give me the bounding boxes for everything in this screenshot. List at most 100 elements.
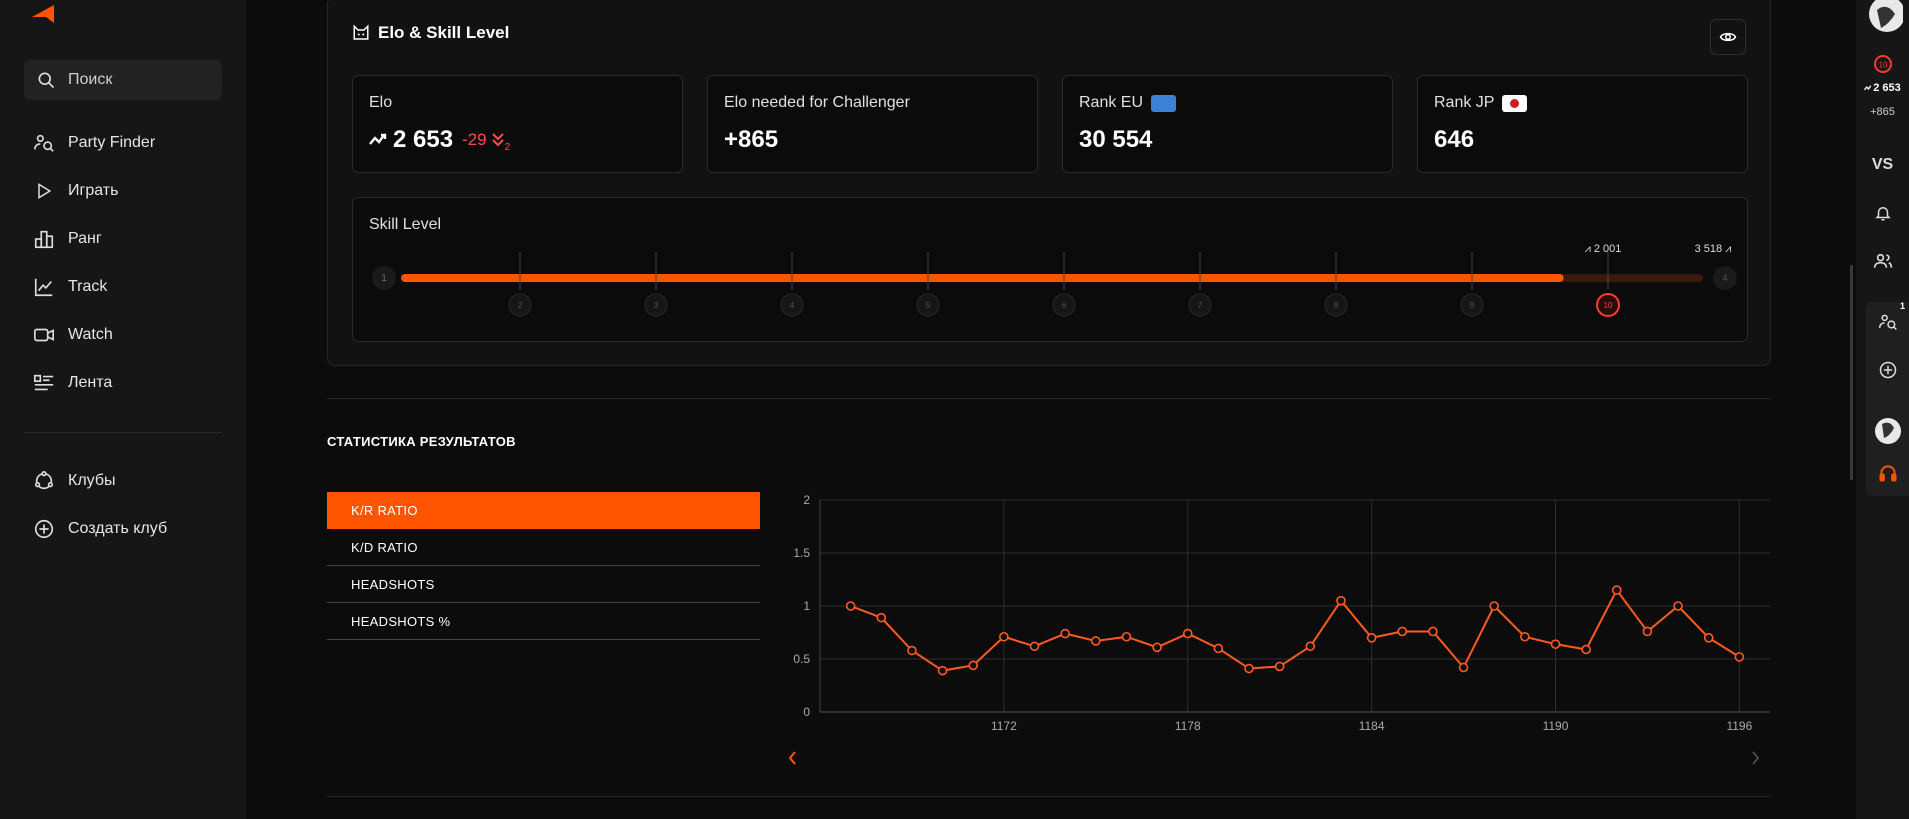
party-finder-rail-button[interactable]: 1: [1866, 301, 1909, 342]
skill-level-label: Skill Level: [369, 216, 442, 233]
friends-button[interactable]: [1856, 249, 1909, 273]
chart-series-line: [850, 588, 1740, 672]
chart-ytick-label: 0.5: [793, 652, 810, 666]
tab-kr-ratio[interactable]: K/R RATIO: [327, 492, 760, 529]
skill-level-badge-label-7: 7: [1198, 301, 1203, 310]
chart-data-point: [1152, 642, 1162, 653]
chart-data-point: [1581, 644, 1591, 655]
faceit-logo-icon[interactable]: [30, 3, 56, 25]
level-badge: 10: [1856, 53, 1909, 75]
nav-watch[interactable]: Watch: [32, 321, 113, 349]
chart-data-point: [1550, 639, 1561, 649]
chart-xtick-label: 1172: [991, 719, 1017, 733]
toggle-visibility-button[interactable]: [1710, 19, 1746, 55]
nav-label: Создать клуб: [68, 520, 168, 537]
skill-level-badge-8: [1324, 293, 1348, 317]
nav-clubs[interactable]: Клубы: [32, 467, 116, 495]
chart-data-point: [1213, 643, 1224, 654]
create-party-button[interactable]: [1866, 350, 1909, 390]
notifications-button[interactable]: [1856, 201, 1909, 225]
user-avatar[interactable]: [1856, 0, 1909, 36]
rank-eu-label: Rank EU: [1079, 94, 1376, 112]
rail-scrollbar[interactable]: [1850, 265, 1853, 480]
nav-label: Играть: [68, 182, 119, 199]
rank-jp-label-text: Rank JP: [1434, 94, 1495, 111]
watch-icon: [32, 323, 56, 347]
headphones-icon: [1879, 465, 1896, 482]
rail-party-group: 1: [1866, 301, 1909, 496]
chart-data-point: [1182, 628, 1193, 639]
plus-circle-rail-icon: [1879, 361, 1896, 379]
chart-prev-arrow-icon[interactable]: [788, 751, 796, 765]
nav-label: Watch: [68, 326, 113, 343]
chart-ytick-label: 2: [803, 493, 810, 507]
ranking-icon: [32, 227, 56, 251]
eu-flag-icon: [1151, 94, 1177, 112]
skill-level-start-label: 1: [381, 273, 386, 283]
double-chevron-down-icon: [491, 133, 504, 147]
nav-track[interactable]: Track: [32, 273, 107, 301]
tab-kd-ratio[interactable]: K/D RATIO: [327, 529, 760, 566]
search-placeholder: Поиск: [68, 71, 113, 88]
elo-card-title: Elo & Skill Level: [352, 23, 509, 43]
elo-label: Elo: [369, 94, 393, 111]
skill-end-elo-label: 3 518 ⩘: [1695, 243, 1732, 255]
skill-level-badge-3: [644, 293, 668, 317]
clubs-icon: [32, 469, 56, 493]
avatar-icon: [1868, 0, 1903, 32]
elo-skill-card: Elo & Skill Level Elo 2 653 -29 2 Elo ne…: [327, 0, 1771, 366]
vs-button[interactable]: VS: [1871, 156, 1894, 173]
svg-text:10: 10: [1878, 61, 1887, 70]
chart-xtick-label: 1178: [1175, 719, 1201, 733]
nav-feed[interactable]: Лента: [32, 369, 112, 397]
skill-level-badge-5: [916, 293, 940, 317]
skill-level-end-label: 4: [1722, 273, 1727, 283]
elo-card-title-text: Elo & Skill Level: [378, 23, 510, 42]
nav-label: Party Finder: [68, 134, 156, 151]
chart-next-arrow-icon[interactable]: [1752, 751, 1760, 765]
chart-data-point: [1305, 641, 1316, 652]
nav-play[interactable]: Играть: [32, 177, 118, 205]
rail-elo-diff: +865: [1870, 106, 1895, 118]
elo-change: -29: [462, 130, 487, 149]
challenger-label: Elo needed for Challenger: [724, 94, 910, 111]
nav-party-finder[interactable]: Party Finder: [32, 129, 155, 157]
search-input[interactable]: Поиск: [24, 60, 222, 100]
rank-jp-value: 646: [1434, 126, 1475, 153]
chart-data-point: [968, 660, 979, 671]
tab-headshots[interactable]: HEADSHOTS: [327, 566, 760, 603]
chart-data-point: [1611, 585, 1622, 595]
chart-data-point: [876, 612, 887, 623]
nav-create-club[interactable]: Создать клуб: [32, 515, 167, 543]
section-divider-bottom: [327, 796, 1771, 797]
play-icon: [32, 179, 56, 203]
skill-level-badge-4: [780, 293, 804, 317]
skill-level-track: 1 2 3 4 5 6 7 8 9 10 4 ⩘ 2 001 3 518 ⩘: [372, 243, 1737, 317]
chart-data-point: [1121, 631, 1132, 642]
rank-eu-box[interactable]: Rank EU 30 554: [1062, 75, 1393, 173]
rank-jp-box[interactable]: Rank JP 646: [1417, 75, 1748, 173]
feed-icon: [32, 371, 56, 395]
chart-data-point: [1489, 601, 1499, 611]
nav-ranking[interactable]: Ранг: [32, 225, 102, 253]
elo-trend-small-icon: [1864, 85, 1872, 91]
skill-level-badge-6: [1052, 293, 1076, 317]
chart-data-point: [1673, 601, 1683, 611]
skill-level-badge-label-4: 4: [790, 301, 795, 310]
chart-xtick-label: 1196: [1726, 719, 1752, 733]
voice-chat-button[interactable]: [1866, 457, 1909, 489]
chart-data-point: [937, 665, 948, 676]
nav-label: Ранг: [68, 230, 102, 247]
chart-data-point: [1642, 626, 1653, 637]
chart-xtick-label: 1190: [1543, 719, 1569, 733]
party-member-avatar[interactable]: [1866, 412, 1909, 450]
chart-data-point: [1734, 652, 1745, 662]
jp-flag-icon: [1502, 94, 1528, 112]
stats-section-title: СТАТИСТИКА РЕЗУЛЬТАТОВ: [327, 434, 516, 449]
chart-data-point: [1458, 662, 1469, 673]
cat-logo-icon: [353, 24, 369, 40]
rank-jp-label: Rank JP: [1434, 94, 1731, 112]
tab-headshots-percent[interactable]: HEADSHOTS %: [327, 603, 760, 640]
chart-ytick-label: 1.5: [793, 546, 810, 560]
skill-level-badge-label-10: 10: [1604, 301, 1613, 310]
